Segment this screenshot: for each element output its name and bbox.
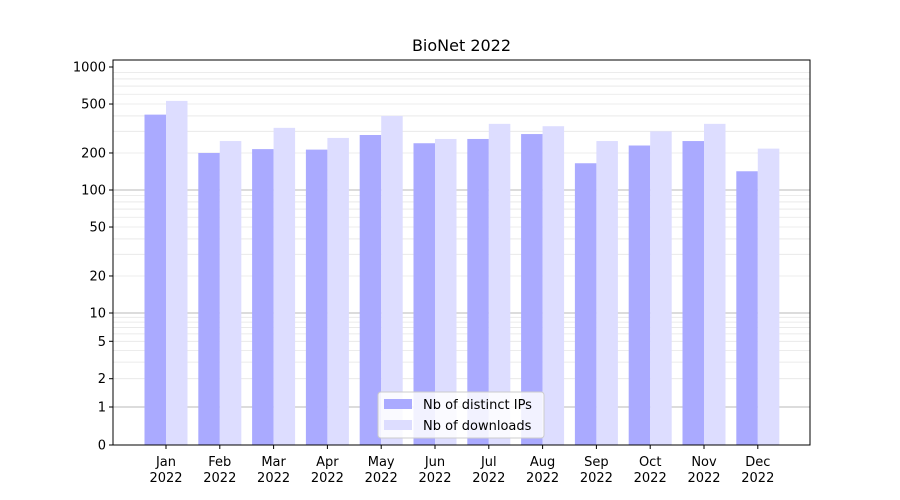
bar-distinct-ips bbox=[736, 171, 758, 445]
y-tick-label: 10 bbox=[89, 307, 106, 322]
legend: Nb of distinct IPs Nb of downloads bbox=[377, 391, 545, 439]
bar-distinct-ips bbox=[144, 114, 166, 445]
bar-distinct-ips bbox=[359, 134, 382, 445]
bar-downloads bbox=[650, 131, 672, 445]
legend-label: Nb of downloads bbox=[423, 419, 532, 434]
bar-distinct-ips bbox=[521, 134, 543, 445]
y-tick-label: 0 bbox=[98, 439, 106, 454]
x-tick-label-month: Nov bbox=[691, 455, 717, 470]
x-tick-label-month: Sep bbox=[584, 455, 609, 470]
y-tick-label: 500 bbox=[81, 98, 106, 113]
plot-frame bbox=[112, 59, 811, 446]
legend-label: Nb of distinct IPs bbox=[423, 398, 532, 413]
y-tick-label: 50 bbox=[89, 221, 106, 236]
x-tick-label-month: Mar bbox=[261, 455, 286, 470]
bar-distinct-ips bbox=[305, 149, 328, 445]
x-tick-label-year: 2022 bbox=[580, 471, 613, 486]
x-tick-label-month: Apr bbox=[316, 455, 339, 470]
legend-swatch bbox=[384, 399, 412, 409]
x-tick-label-year: 2022 bbox=[365, 471, 398, 486]
x-tick-label-year: 2022 bbox=[741, 471, 774, 486]
x-tick-label-year: 2022 bbox=[203, 471, 236, 486]
x-tick-label-month: Jan bbox=[155, 455, 176, 470]
x-tick-label-month: Oct bbox=[639, 455, 661, 470]
y-tick-label: 20 bbox=[89, 269, 106, 284]
x-tick-label-month: Feb bbox=[208, 455, 231, 470]
x-tick-label-year: 2022 bbox=[311, 471, 344, 486]
bar-downloads bbox=[596, 141, 618, 445]
x-tick-label-year: 2022 bbox=[257, 471, 290, 486]
x-tick-label-year: 2022 bbox=[149, 471, 182, 486]
x-axis: Jan2022Feb2022Mar2022Apr2022May2022Jun20… bbox=[149, 445, 774, 486]
x-tick-label-month: Jul bbox=[480, 455, 497, 470]
bar-downloads bbox=[542, 126, 565, 446]
x-tick-label-year: 2022 bbox=[526, 471, 559, 486]
y-tick-label: 5 bbox=[98, 335, 106, 350]
bar-distinct-ips bbox=[682, 141, 704, 445]
bar-downloads bbox=[273, 127, 296, 446]
x-tick-label-month: Dec bbox=[745, 455, 770, 470]
bar-distinct-ips bbox=[198, 152, 220, 445]
legend-box bbox=[377, 391, 545, 439]
chart-title: BioNet 2022 bbox=[412, 36, 511, 55]
bar-distinct-ips bbox=[628, 145, 651, 445]
bar-distinct-ips bbox=[413, 143, 435, 446]
bar-downloads bbox=[435, 138, 457, 445]
y-tick-label: 1 bbox=[98, 401, 106, 416]
y-tick-label: 1000 bbox=[73, 61, 106, 76]
x-tick-label-year: 2022 bbox=[634, 471, 667, 486]
bar-downloads bbox=[381, 115, 403, 445]
bars bbox=[144, 100, 780, 446]
bar-downloads bbox=[166, 100, 188, 446]
bar-downloads bbox=[219, 141, 242, 445]
x-tick-label-month: Jun bbox=[424, 455, 445, 470]
y-axis: 0 1 2 5 10 20 50 100 200 500 1000 bbox=[73, 61, 113, 454]
x-tick-label-month: May bbox=[368, 455, 395, 470]
bar-downloads bbox=[488, 123, 511, 445]
bar-distinct-ips bbox=[574, 163, 597, 445]
x-tick-label-year: 2022 bbox=[418, 471, 451, 486]
bar-downloads bbox=[704, 123, 726, 445]
y-tick-label: 2 bbox=[98, 372, 106, 387]
bar-distinct-ips bbox=[252, 149, 274, 445]
x-tick-label-year: 2022 bbox=[687, 471, 720, 486]
legend-swatch bbox=[384, 420, 412, 430]
y-tick-label: 200 bbox=[81, 146, 106, 161]
x-tick-label-month: Aug bbox=[530, 455, 555, 470]
bar-downloads bbox=[327, 137, 349, 446]
x-tick-label-year: 2022 bbox=[472, 471, 505, 486]
bar-distinct-ips bbox=[467, 138, 489, 445]
bar-downloads bbox=[757, 148, 780, 445]
y-tick-label: 100 bbox=[81, 184, 106, 199]
